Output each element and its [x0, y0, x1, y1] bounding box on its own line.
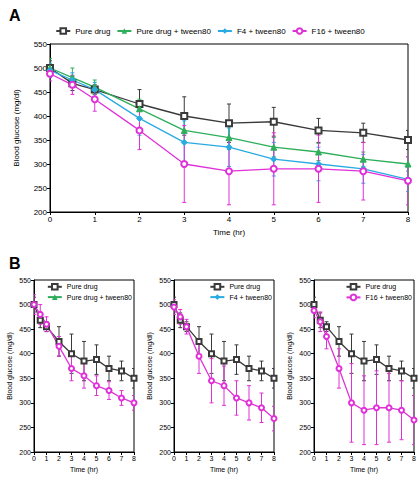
svg-text:0: 0 [32, 455, 36, 462]
svg-text:350: 350 [34, 136, 48, 145]
svg-text:250: 250 [19, 424, 31, 431]
svg-text:2: 2 [337, 455, 341, 462]
svg-text:3: 3 [70, 455, 74, 462]
svg-text:550: 550 [34, 40, 48, 49]
svg-text:350: 350 [19, 375, 31, 382]
svg-text:1: 1 [93, 215, 98, 224]
svg-text:5: 5 [375, 455, 379, 462]
svg-text:6: 6 [387, 455, 391, 462]
svg-text:7: 7 [361, 215, 366, 224]
svg-text:250: 250 [34, 184, 48, 193]
svg-text:4: 4 [222, 455, 226, 462]
svg-text:F16 + tween80: F16 + tween80 [312, 27, 366, 36]
svg-text:0: 0 [172, 455, 176, 462]
svg-text:4: 4 [227, 215, 232, 224]
svg-text:Pure drug + tween80: Pure drug + tween80 [136, 27, 211, 36]
svg-text:7: 7 [120, 455, 124, 462]
svg-text:350: 350 [159, 375, 171, 382]
svg-text:1: 1 [325, 455, 329, 462]
svg-text:500: 500 [299, 301, 311, 308]
svg-text:400: 400 [34, 112, 48, 121]
svg-text:Time (hr): Time (hr) [70, 466, 98, 474]
svg-text:Time (hr): Time (hr) [213, 228, 245, 237]
svg-text:550: 550 [159, 277, 171, 284]
svg-text:0: 0 [312, 455, 316, 462]
svg-text:550: 550 [299, 277, 311, 284]
svg-text:200: 200 [19, 449, 31, 456]
svg-text:8: 8 [412, 455, 416, 462]
svg-text:5: 5 [95, 455, 99, 462]
svg-text:6: 6 [316, 215, 321, 224]
svg-text:3: 3 [182, 215, 187, 224]
svg-text:Time (hr): Time (hr) [350, 466, 378, 474]
svg-text:300: 300 [19, 399, 31, 406]
svg-text:200: 200 [299, 449, 311, 456]
svg-text:8: 8 [406, 215, 411, 224]
svg-text:0: 0 [48, 215, 53, 224]
svg-text:200: 200 [159, 449, 171, 456]
svg-text:3: 3 [350, 455, 354, 462]
svg-text:2: 2 [197, 455, 201, 462]
svg-text:Time (hr): Time (hr) [210, 466, 238, 474]
svg-text:300: 300 [299, 399, 311, 406]
svg-text:450: 450 [34, 88, 48, 97]
svg-text:F16 + tween80: F16 + tween80 [365, 294, 412, 301]
svg-text:7: 7 [260, 455, 264, 462]
svg-text:3: 3 [210, 455, 214, 462]
svg-text:4: 4 [362, 455, 366, 462]
svg-text:500: 500 [159, 301, 171, 308]
svg-text:5: 5 [235, 455, 239, 462]
svg-text:500: 500 [19, 301, 31, 308]
svg-text:1: 1 [185, 455, 189, 462]
svg-text:500: 500 [34, 64, 48, 73]
svg-text:Pure drug: Pure drug [75, 27, 110, 36]
svg-text:1: 1 [45, 455, 49, 462]
svg-text:Pure drug: Pure drug [229, 283, 260, 291]
svg-text:400: 400 [159, 350, 171, 357]
svg-text:Pure drug: Pure drug [365, 283, 396, 291]
svg-text:Blood glucose (mg/dl): Blood glucose (mg/dl) [6, 332, 14, 400]
svg-text:300: 300 [159, 399, 171, 406]
svg-text:Blood glucose (mg/dl): Blood glucose (mg/dl) [12, 89, 21, 167]
svg-text:4: 4 [82, 455, 86, 462]
svg-text:450: 450 [159, 326, 171, 333]
svg-text:Pure drug + tween80: Pure drug + tween80 [67, 294, 132, 302]
svg-text:6: 6 [107, 455, 111, 462]
svg-text:B: B [9, 255, 21, 272]
svg-text:Pure drug: Pure drug [67, 283, 98, 291]
svg-text:8: 8 [272, 455, 276, 462]
svg-text:2: 2 [137, 215, 142, 224]
svg-text:300: 300 [34, 160, 48, 169]
svg-text:450: 450 [299, 326, 311, 333]
svg-text:7: 7 [400, 455, 404, 462]
svg-text:8: 8 [132, 455, 136, 462]
svg-text:250: 250 [299, 424, 311, 431]
svg-text:Blood glucose (mg/dl): Blood glucose (mg/dl) [146, 332, 154, 400]
svg-text:550: 550 [19, 277, 31, 284]
svg-text:250: 250 [159, 424, 171, 431]
svg-text:F4 + tween80: F4 + tween80 [229, 294, 272, 301]
svg-text:6: 6 [247, 455, 251, 462]
svg-text:400: 400 [19, 350, 31, 357]
svg-text:A: A [9, 7, 21, 24]
svg-text:5: 5 [272, 215, 277, 224]
svg-text:200: 200 [34, 208, 48, 217]
svg-text:450: 450 [19, 326, 31, 333]
svg-text:350: 350 [299, 375, 311, 382]
svg-text:F4 + tween80: F4 + tween80 [237, 27, 286, 36]
svg-text:400: 400 [299, 350, 311, 357]
svg-text:Blood glucose (mg/dl): Blood glucose (mg/dl) [286, 332, 294, 400]
svg-text:2: 2 [57, 455, 61, 462]
